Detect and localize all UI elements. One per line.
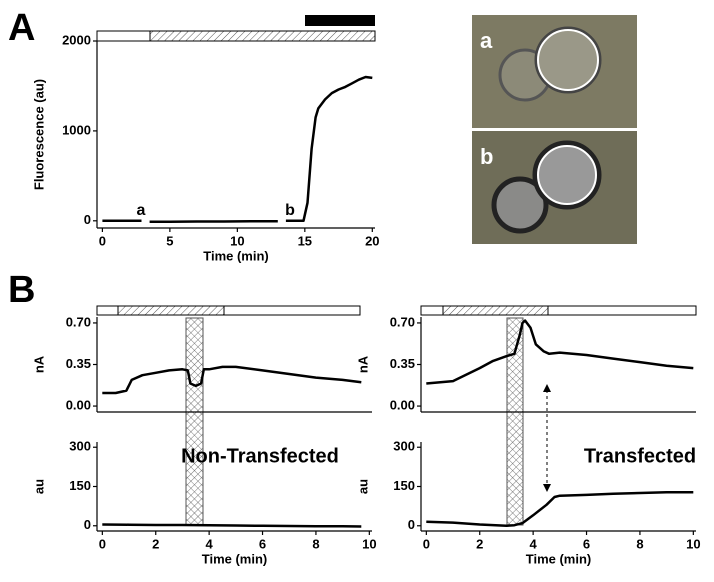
x-tick-label: 0 [99, 536, 106, 551]
y-axis-label: au [355, 479, 370, 494]
y-tick-label: 150 [69, 478, 91, 493]
x-tick-label: 8 [636, 536, 643, 551]
x-axis-label: Time (min) [526, 551, 592, 566]
x-tick-label: 10 [686, 536, 700, 551]
data-line [426, 319, 694, 385]
x-tick-label: 15 [298, 233, 312, 248]
protocol-bar [547, 305, 697, 316]
y-tick-label: 0.00 [66, 398, 91, 413]
x-tick-label: 2 [152, 536, 159, 551]
x-tick-label: 8 [312, 536, 319, 551]
data-line [102, 365, 362, 395]
y-tick-label: 300 [69, 439, 91, 454]
data-line [426, 491, 694, 528]
protocol-bar [149, 30, 376, 42]
annotation: a [137, 202, 146, 219]
y-tick-label: 1000 [62, 122, 91, 137]
protocol-bar [96, 305, 119, 316]
x-axis-label: Time (min) [202, 551, 268, 566]
data-line [102, 523, 362, 528]
protocol-bar [442, 305, 549, 316]
x-tick-label: 4 [530, 536, 538, 551]
x-tick-label: 5 [166, 233, 173, 248]
x-axis-label: Time (min) [203, 248, 269, 263]
protocol-bar [223, 305, 361, 316]
x-tick-label: 20 [365, 233, 379, 248]
micrograph: b [472, 131, 637, 244]
y-tick-label: 300 [393, 439, 415, 454]
x-tick-label: 6 [259, 536, 266, 551]
x-tick-label: 0 [423, 536, 430, 551]
application-window [185, 317, 204, 526]
y-tick-label: 150 [393, 478, 415, 493]
y-axis-label: au [31, 479, 46, 494]
panel-label: A [8, 7, 35, 49]
image-label: a [480, 28, 493, 53]
data-line [102, 75, 373, 223]
y-tick-label: 0 [84, 517, 91, 532]
y-axis-label: nA [355, 355, 370, 373]
y-tick-label: 0 [408, 517, 415, 532]
y-tick-label: 0.00 [390, 398, 415, 413]
panel-label: B [8, 269, 35, 311]
y-tick-label: 0.35 [390, 356, 415, 371]
link-arrow [543, 384, 551, 492]
micrograph: a [472, 15, 637, 128]
x-tick-label: 4 [206, 536, 214, 551]
protocol-bar [117, 305, 225, 316]
x-tick-label: 6 [583, 536, 590, 551]
protocol-bar [420, 305, 444, 316]
annotation: Transfected [584, 445, 696, 467]
y-tick-label: 0 [84, 212, 91, 227]
y-tick-label: 0.70 [66, 314, 91, 329]
stimulus-bar [305, 15, 375, 26]
y-axis-label: nA [31, 355, 46, 373]
x-tick-label: 10 [362, 536, 376, 551]
protocol-bar [96, 30, 151, 42]
y-tick-label: 0.70 [390, 314, 415, 329]
y-axis-label: Fluorescence (au) [31, 79, 46, 190]
x-tick-label: 0 [99, 233, 106, 248]
annotation: Non-Transfected [181, 445, 339, 467]
annotation: b [285, 202, 295, 219]
x-tick-label: 2 [476, 536, 483, 551]
y-tick-label: 2000 [62, 32, 91, 47]
image-label: b [480, 144, 493, 169]
x-tick-label: 10 [230, 233, 244, 248]
y-tick-label: 0.35 [66, 356, 91, 371]
